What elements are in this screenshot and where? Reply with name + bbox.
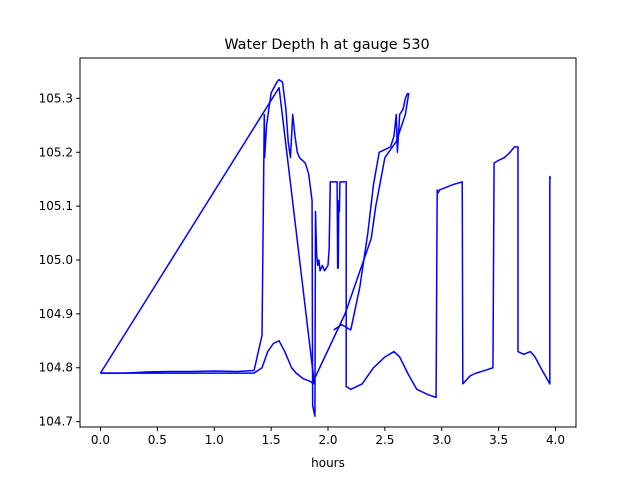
y-tick-label: 104.7	[39, 415, 73, 429]
x-tick-label: 2.0	[318, 433, 337, 447]
y-tick-label: 105.3	[39, 91, 73, 105]
chart-title: Water Depth h at gauge 530	[224, 37, 429, 53]
series-line-1	[100, 78, 552, 417]
series-line-5	[333, 92, 409, 331]
plot-lines	[99, 78, 552, 417]
x-tick-label: 0.5	[148, 433, 167, 447]
y-tick-label: 105.2	[39, 145, 73, 159]
x-tick-label: 0.0	[91, 433, 110, 447]
x-tick-label: 2.5	[375, 433, 394, 447]
y-tick-label: 105.1	[39, 199, 73, 213]
x-axis-label: hours	[311, 456, 345, 470]
x-tick-label: 1.5	[262, 433, 281, 447]
y-tick-label: 105.0	[39, 253, 73, 267]
series-line-2	[99, 86, 316, 384]
x-tick-label: 1.0	[205, 433, 224, 447]
x-tick-label: 3.5	[489, 433, 508, 447]
y-tick-label: 104.9	[39, 307, 73, 321]
x-tick-label: 4.0	[546, 433, 565, 447]
x-tick-label: 3.0	[432, 433, 451, 447]
y-tick-label: 104.8	[39, 361, 73, 375]
series-line-3	[100, 340, 315, 385]
x-axis-ticks: 0.0 0.5 1.0 1.5 2.0 2.5 3.0 3.5 4.0	[91, 427, 565, 447]
y-axis-ticks: 104.7 104.8 104.9 105.0 105.1 105.2 105.3	[39, 91, 80, 429]
series-line-4	[311, 92, 410, 385]
